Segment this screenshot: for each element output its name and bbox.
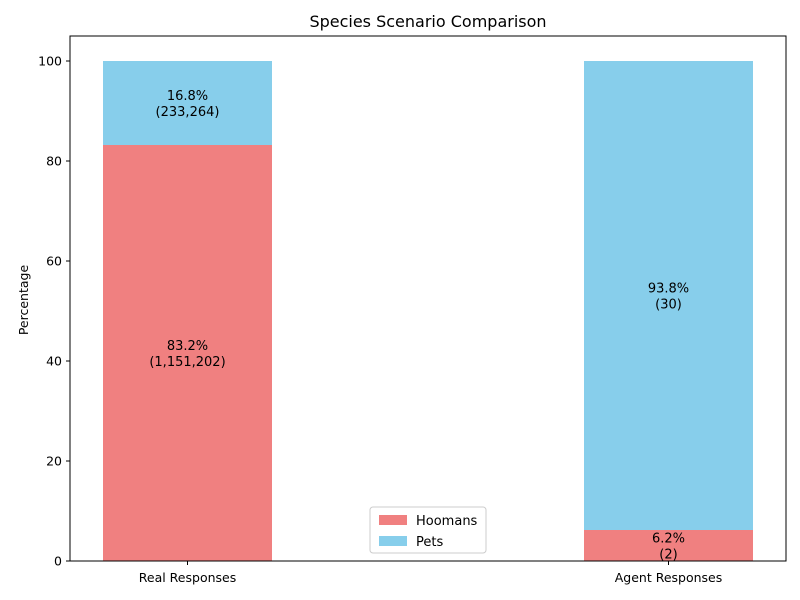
plot-frame <box>69 35 787 562</box>
y-tick-label: 0 <box>54 554 62 569</box>
chart-title: Species Scenario Comparison <box>309 12 546 31</box>
legend-label-pets: Pets <box>416 535 443 550</box>
x-tick-label: Real Responses <box>139 570 236 585</box>
bar-hoomans-1 <box>584 530 753 561</box>
bar-pets-0 <box>103 61 272 145</box>
legend-swatch-pets <box>379 536 407 546</box>
legend-swatch-hoomans <box>379 515 407 525</box>
y-tick-label: 40 <box>46 354 62 369</box>
data-label-hoomans-1: 6.2% (2) <box>652 532 685 563</box>
bar-hoomans-0 <box>103 145 272 561</box>
x-tick-label: Agent Responses <box>615 570 723 585</box>
data-label-pets-1: 93.8% (30) <box>648 282 689 313</box>
bar-pets-1 <box>584 61 753 530</box>
data-label-hoomans-0: 83.2% (1,151,202) <box>149 339 225 370</box>
plot-area: 83.2% (1,151,202) 16.8% (233,264) 6.2% (2) 93.… <box>38 35 787 585</box>
y-tick-label: 100 <box>38 54 62 69</box>
y-axis-label: Percentage <box>16 265 31 336</box>
y-tick-label: 80 <box>46 154 62 169</box>
legend-label-hoomans: Hoomans <box>416 514 478 529</box>
y-tick-label: 20 <box>46 454 62 469</box>
data-label-pets-0: 16.8% (233,264) <box>156 89 220 120</box>
y-tick-label: 60 <box>46 254 62 269</box>
